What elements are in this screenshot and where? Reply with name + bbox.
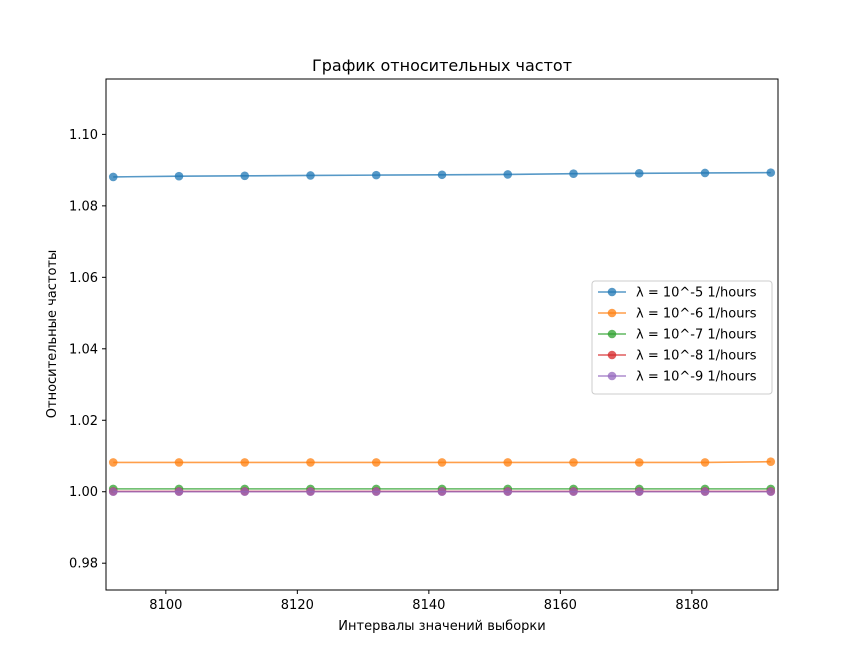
x-tick-label: 8160 (544, 598, 577, 613)
legend: λ = 10^-5 1/hours λ = 10^-6 1/hours λ = 10… (591, 280, 773, 395)
series-5-point (108, 487, 118, 497)
series-2-point (174, 458, 184, 467)
series-5-point (240, 487, 250, 497)
y-tick-label: 1.02 (69, 414, 98, 429)
series-2-point (700, 458, 710, 467)
series-5-point (766, 487, 776, 497)
legend-entry-label: λ = 10^-5 1/hours (636, 286, 757, 301)
series-1-point (766, 168, 776, 177)
y-tick-label: 1.06 (69, 271, 98, 286)
series-1-point (306, 171, 315, 180)
x-tick-label: 8120 (281, 598, 314, 613)
series-1-point (700, 168, 710, 178)
series-1-point (569, 169, 578, 178)
plot-marks (108, 168, 776, 497)
legend-swatch-marker (607, 287, 617, 297)
x-tick-label: 8140 (412, 598, 445, 613)
y-tick-label: 1.10 (69, 128, 98, 143)
series-1-point (437, 170, 447, 180)
series-5-point (634, 487, 644, 497)
series-5-point (174, 487, 184, 497)
series-1-point (108, 172, 118, 182)
legend-entry-label: λ = 10^-7 1/hours (636, 328, 757, 343)
legend-entry-label: λ = 10^-8 1/hours (636, 349, 757, 364)
series-2-point (371, 458, 381, 467)
series-2-point (108, 458, 118, 467)
legend-swatch-marker (607, 329, 617, 339)
plot-frame (105, 78, 779, 591)
legend-swatch-marker (607, 308, 617, 318)
series-1-point (174, 171, 184, 181)
series-5-point (306, 487, 315, 497)
series-2-point (240, 458, 250, 467)
x-axis-label: Интервалы значений выборки (338, 619, 545, 634)
y-axis-ticks: 0.98 1.00 1.02 1.04 1.06 1.08 1.10 (69, 128, 106, 572)
series-2-point (437, 458, 447, 467)
series-1-point (240, 171, 250, 181)
series-1-point (371, 170, 381, 180)
legend-entry-label: λ = 10^-9 1/hours (636, 370, 757, 385)
x-axis-ticks: 8100 8120 8140 8160 8180 (149, 590, 708, 613)
y-tick-label: 1.00 (69, 485, 98, 500)
series-5-point (371, 487, 381, 497)
legend-entry-label: λ = 10^-6 1/hours (636, 307, 757, 322)
series-2-point (503, 458, 513, 467)
legend-box (591, 280, 773, 395)
chart-title: График относительных частот (312, 56, 572, 75)
series-5-point (700, 487, 710, 497)
x-tick-label: 8180 (675, 598, 708, 613)
legend-swatch-marker (607, 350, 617, 360)
series-5-point (503, 487, 513, 497)
x-tick-label: 8100 (149, 598, 182, 613)
series-2-point (766, 457, 776, 467)
series-5-point (569, 487, 578, 497)
series-2-point (634, 458, 644, 467)
series-1-point (634, 169, 644, 178)
y-tick-label: 0.98 (69, 557, 98, 572)
y-axis-label: Относительные частоты (45, 250, 60, 418)
y-tick-label: 1.04 (69, 342, 98, 357)
series-5-point (437, 487, 447, 497)
y-tick-label: 1.08 (69, 199, 98, 214)
series-2-point (569, 458, 578, 467)
legend-swatch-marker (607, 371, 617, 381)
series-2-point (306, 458, 315, 467)
series-1-point (503, 170, 513, 179)
